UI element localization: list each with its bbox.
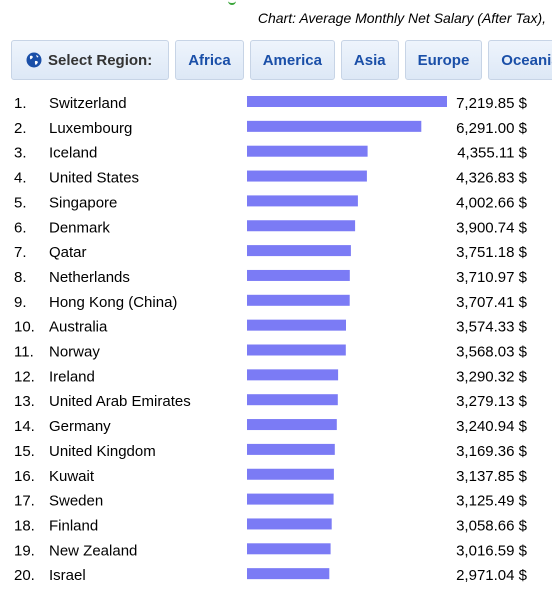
region-tab-europe[interactable]: Europe bbox=[404, 40, 483, 80]
salary-bar bbox=[247, 245, 351, 257]
salary-bar bbox=[247, 269, 350, 281]
country-label: Switzerland bbox=[49, 95, 127, 112]
rank-label: 10. bbox=[14, 319, 35, 336]
country-label: Singapore bbox=[49, 194, 117, 211]
value-label: 3,016.59 $ bbox=[456, 542, 528, 559]
salary-bar bbox=[247, 120, 422, 132]
country-label: Ireland bbox=[49, 368, 95, 385]
country-label: Australia bbox=[49, 319, 108, 336]
country-label: Israel bbox=[49, 567, 86, 584]
rank-label: 6. bbox=[14, 219, 27, 236]
value-label: 3,707.41 $ bbox=[456, 294, 528, 311]
salary-bar bbox=[247, 369, 339, 381]
salary-bar bbox=[247, 568, 330, 580]
region-tab-asia[interactable]: Asia bbox=[340, 40, 399, 80]
salary-bar bbox=[247, 294, 350, 306]
region-tab-america[interactable]: America bbox=[249, 40, 335, 80]
salary-bar bbox=[247, 220, 356, 232]
value-label: 3,240.94 $ bbox=[456, 418, 528, 435]
value-label: 3,125.49 $ bbox=[456, 493, 528, 510]
country-label: Iceland bbox=[49, 145, 97, 162]
chart-title: Chart: Average Monthly Net Salary (After… bbox=[257, 10, 546, 26]
rank-label: 5. bbox=[14, 194, 27, 211]
salary-bar bbox=[247, 195, 358, 207]
value-label: 3,137.85 $ bbox=[456, 468, 528, 485]
salary-bar bbox=[247, 96, 447, 107]
salary-bar bbox=[247, 419, 337, 431]
rank-label: 8. bbox=[14, 269, 27, 286]
salary-bar-chart: 1. Switzerland 7,219.85 $ 2. Luxembourg 6,291… bbox=[14, 95, 528, 584]
rank-label: 14. bbox=[14, 418, 35, 435]
rank-label: 15. bbox=[14, 443, 35, 460]
salary-bar bbox=[247, 543, 331, 555]
rank-label: 20. bbox=[14, 567, 35, 584]
rank-label: 13. bbox=[14, 393, 35, 410]
rank-label: 3. bbox=[14, 145, 27, 162]
select-region-button[interactable]: Select Region: bbox=[11, 40, 170, 80]
region-bar: Select Region: Africa America Asia Europ… bbox=[11, 40, 552, 82]
country-label: Qatar bbox=[49, 244, 87, 261]
region-tab-africa[interactable]: Africa bbox=[175, 40, 244, 80]
country-label: Netherlands bbox=[49, 269, 130, 286]
rank-label: 16. bbox=[14, 468, 35, 485]
value-label: 7,219.85 $ bbox=[456, 95, 528, 112]
value-label: 3,290.32 $ bbox=[456, 368, 528, 385]
country-label: New Zealand bbox=[49, 542, 137, 559]
rank-label: 18. bbox=[14, 517, 35, 534]
salary-bar bbox=[247, 493, 334, 505]
country-label: Norway bbox=[49, 344, 100, 361]
globe-icon bbox=[26, 52, 42, 68]
value-label: 3,058.66 $ bbox=[456, 517, 528, 534]
value-label: 3,710.97 $ bbox=[456, 269, 528, 286]
country-label: United Kingdom bbox=[49, 443, 156, 460]
country-label: Germany bbox=[49, 418, 111, 435]
salary-bar bbox=[247, 518, 332, 530]
rank-label: 12. bbox=[14, 368, 35, 385]
value-label: 3,568.03 $ bbox=[456, 344, 528, 361]
country-label: Denmark bbox=[49, 219, 110, 236]
country-label: Sweden bbox=[49, 493, 103, 510]
rank-label: 11. bbox=[14, 344, 34, 361]
country-label: United States bbox=[49, 170, 139, 187]
rank-label: 19. bbox=[14, 542, 35, 559]
value-label: 2,971.04 $ bbox=[456, 567, 528, 584]
value-label: 3,279.13 $ bbox=[456, 393, 528, 410]
value-label: 3,574.33 $ bbox=[456, 319, 528, 336]
rank-label: 2. bbox=[14, 120, 27, 137]
value-label: 4,326.83 $ bbox=[456, 170, 528, 187]
salary-bar bbox=[247, 170, 367, 182]
top-decoration bbox=[228, 0, 236, 5]
country-label: Kuwait bbox=[49, 468, 95, 485]
country-label: Finland bbox=[49, 517, 98, 534]
value-label: 4,355.11 $ bbox=[457, 145, 527, 162]
select-region-label: Select Region: bbox=[48, 51, 153, 69]
country-label: United Arab Emirates bbox=[49, 393, 191, 410]
salary-bar bbox=[247, 394, 338, 406]
salary-bar bbox=[247, 443, 335, 455]
salary-bar bbox=[247, 145, 368, 157]
country-label: Hong Kong (China) bbox=[49, 294, 177, 311]
value-label: 6,291.00 $ bbox=[456, 120, 528, 137]
rank-label: 1. bbox=[14, 95, 27, 112]
value-label: 4,002.66 $ bbox=[456, 194, 528, 211]
value-label: 3,169.36 $ bbox=[456, 443, 528, 460]
rank-label: 4. bbox=[14, 170, 27, 187]
salary-bar bbox=[247, 344, 346, 356]
region-tab-oceania[interactable]: Oceania bbox=[488, 40, 552, 80]
rank-label: 17. bbox=[14, 493, 35, 510]
rank-label: 7. bbox=[14, 244, 27, 261]
value-label: 3,751.18 $ bbox=[456, 244, 528, 261]
value-label: 3,900.74 $ bbox=[456, 219, 528, 236]
salary-bar bbox=[247, 319, 346, 331]
salary-bar bbox=[247, 468, 334, 480]
country-label: Luxembourg bbox=[49, 120, 132, 137]
rank-label: 9. bbox=[14, 294, 27, 311]
